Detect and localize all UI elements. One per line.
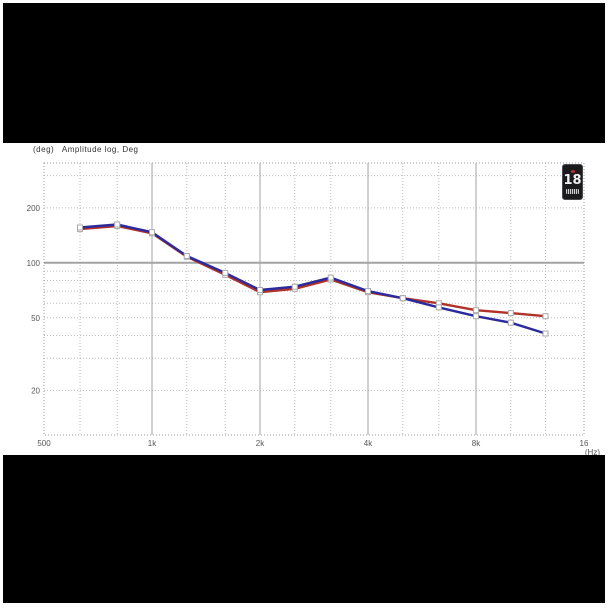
- x-axis-unit-label: (Hz): [585, 448, 600, 455]
- y-tick-label: 20: [31, 386, 40, 395]
- x-tick-label: 2k: [256, 439, 265, 448]
- data-point-marker: [257, 287, 263, 293]
- data-point-marker: [507, 310, 514, 317]
- data-point-marker: [291, 283, 298, 290]
- badge-fineprint: [566, 189, 579, 194]
- data-point-marker: [435, 304, 442, 311]
- data-point-marker: [542, 313, 549, 320]
- x-tick-label: 8k: [472, 439, 481, 448]
- x-tick-label: 16: [580, 439, 589, 448]
- frequency-response-plot: 200 100 50 20 500 1k 2k 4k 8k 16(Hz): [27, 162, 600, 455]
- badge-number: 18: [563, 173, 582, 188]
- badge-logo-icon: [570, 170, 575, 173]
- data-point-marker: [149, 229, 155, 236]
- age-rating-badge: 18: [562, 164, 583, 200]
- y-tick-label: 200: [27, 204, 41, 213]
- x-tick-label: 1k: [148, 439, 157, 448]
- data-point-marker: [542, 330, 549, 337]
- y-tick-label: 100: [27, 259, 41, 268]
- y-tick-label: 50: [31, 314, 40, 323]
- data-point-marker: [183, 253, 190, 259]
- data-point-marker: [473, 313, 479, 320]
- x-tick-label: 4k: [364, 439, 373, 448]
- data-point-marker: [77, 224, 83, 231]
- chart-title: (deg) Amplitude log, Deg: [33, 145, 139, 154]
- data-point-marker: [327, 274, 334, 281]
- top-letterbox-band: [3, 3, 605, 143]
- plot-frame: [43, 162, 585, 436]
- chart-area: (deg) Amplitude log, Deg 200 100 50 20 500 1k…: [0, 143, 608, 455]
- data-point-marker: [114, 221, 121, 228]
- data-point-marker: [399, 295, 406, 302]
- data-point-marker: [365, 288, 371, 295]
- x-tick-label: 500: [37, 439, 51, 448]
- data-point-marker: [507, 319, 514, 326]
- data-point-marker: [473, 307, 479, 314]
- bottom-letterbox-band: [3, 455, 605, 603]
- series-line-measurement-blue: [79, 223, 546, 335]
- data-point-marker: [222, 269, 229, 276]
